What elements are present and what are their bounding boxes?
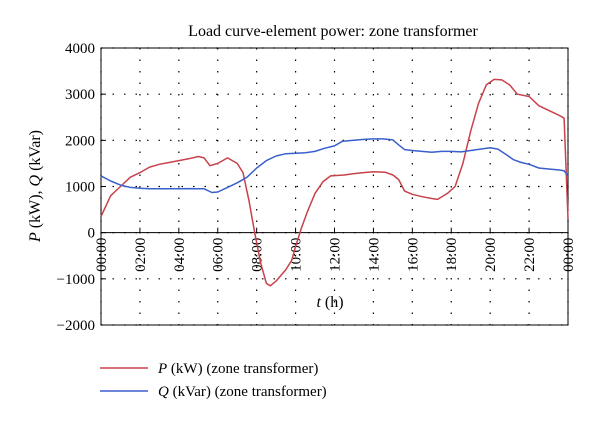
x-axis-unit: (h) (321, 294, 344, 311)
plot-frame (100, 47, 569, 326)
legend-q-rest: (kVar) (zone transformer) (169, 384, 327, 400)
legend: P (kW) (zone transformer) Q (kVar) (zone… (100, 361, 327, 400)
grid-lines (100, 47, 569, 326)
y-tick-label: −1000 (57, 272, 95, 288)
legend-p-var: P (157, 361, 167, 377)
x-tick-label: 02:00 (133, 238, 149, 272)
y-tick-label: 4000 (65, 41, 95, 57)
legend-q-var: Q (158, 384, 169, 400)
series-lines (100, 78, 569, 287)
y-axis-p-var: P (27, 232, 44, 243)
legend-label-q: Q (kVar) (zone transformer) (158, 384, 327, 400)
y-axis-q-unit: (kVar) (27, 130, 44, 175)
y-tick-label: −2000 (57, 318, 95, 334)
y-tick-label: 3000 (65, 87, 95, 103)
x-tick-label: 04:00 (172, 238, 188, 272)
x-tick-label: 14:00 (366, 238, 382, 272)
y-axis-q-var: Q (27, 174, 44, 186)
x-axis-var: t (316, 294, 321, 311)
y-tick-label: 2000 (65, 133, 95, 149)
x-tick-label: 08:00 (250, 238, 266, 272)
x-tick-label: 06:00 (211, 238, 227, 272)
x-axis-label: t (h) (316, 294, 343, 311)
x-tick-label: 16:00 (405, 238, 421, 272)
y-axis-p-unit: (kW), (27, 186, 44, 232)
legend-p-rest: (kW) (zone transformer) (167, 361, 318, 377)
x-tick-label: 00:00 (561, 238, 577, 272)
series-line-q (100, 138, 569, 194)
chart-title: Load curve-element power: zone transform… (188, 23, 478, 40)
series-line-p (100, 78, 569, 287)
x-tick-label: 10:00 (289, 238, 305, 272)
y-tick-labels: 4000 3000 2000 1000 0 −1000 −2000 (57, 41, 95, 334)
y-axis-label: P (kW), Q (kVar) (27, 130, 44, 243)
x-tick-label: 12:00 (328, 238, 344, 272)
legend-label-p: P (kW) (zone transformer) (157, 361, 318, 377)
x-tick-label: 20:00 (483, 238, 499, 272)
x-tick-label: 00:00 (94, 238, 110, 272)
x-tick-label: 18:00 (444, 238, 460, 272)
x-tick-labels: 00:00 02:00 04:00 06:00 08:00 10:00 12:00 14:00… (94, 238, 577, 272)
y-tick-label: 0 (88, 226, 96, 242)
y-tick-label: 1000 (65, 180, 95, 196)
x-tick-label: 22:00 (522, 238, 538, 272)
